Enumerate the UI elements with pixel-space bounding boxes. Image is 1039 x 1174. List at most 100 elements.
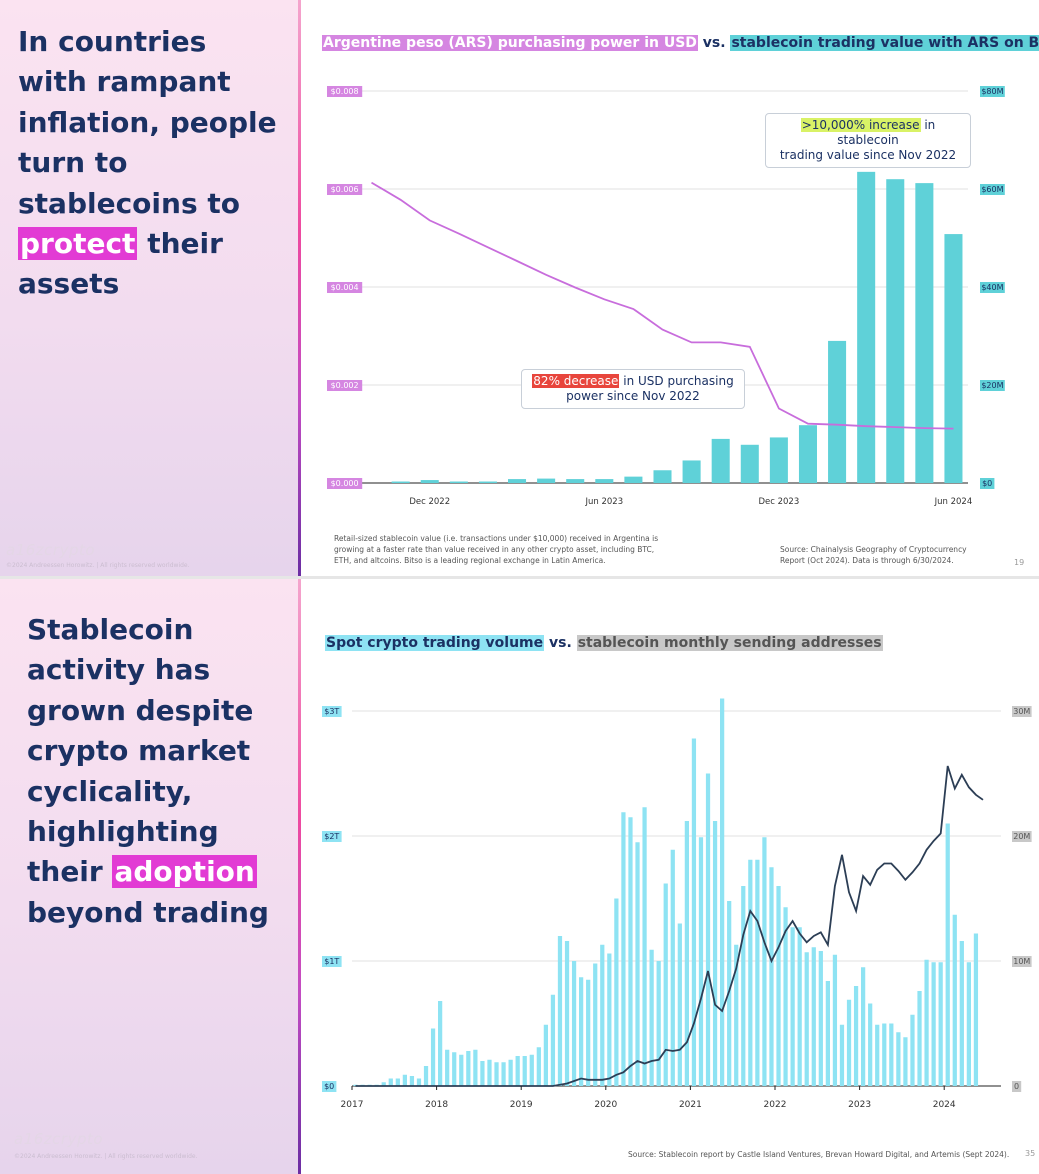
bar [832, 954, 838, 1086]
title-series-addresses: stablecoin monthly sending addresses [576, 635, 883, 651]
bar [466, 1051, 471, 1086]
y-tick-left-bg [327, 184, 363, 195]
x-tick-label: 2022 [764, 1100, 787, 1110]
callout-increase: >10,000% increase in stablecoin trading … [765, 113, 971, 168]
y-tick-right: $60M [981, 185, 1003, 194]
bar [624, 476, 643, 483]
stablecoin-addresses-line [355, 765, 984, 1087]
bar [861, 967, 866, 1086]
bar [931, 962, 936, 1086]
bar [501, 1062, 506, 1086]
y-tick-right-bg [1012, 956, 1032, 967]
bar [868, 1003, 873, 1086]
y-tick-left-bg [322, 831, 342, 842]
bar [698, 837, 704, 1086]
callout-highlight: >10,000% increase [800, 118, 921, 132]
bar [755, 859, 760, 1086]
y-tick-right-bg [1012, 1081, 1022, 1092]
y-tick-left: $0.008 [331, 87, 359, 96]
bar [480, 1061, 485, 1086]
x-tick-label: Jun 2024 [934, 497, 973, 507]
headline-line: protect their [18, 224, 277, 264]
headline: In countries with rampant inflation, peo… [18, 22, 277, 305]
bar [811, 947, 816, 1086]
y-tick-left-bg [322, 1081, 337, 1092]
bar [677, 923, 682, 1086]
bar [663, 883, 668, 1086]
bar [402, 1074, 407, 1086]
bar [762, 837, 767, 1086]
bar [682, 460, 701, 483]
bar [889, 1023, 894, 1086]
left-panel: In countries with rampant inflation, peo… [0, 0, 298, 576]
bar [473, 1049, 478, 1086]
x-tick-label: 2018 [425, 1100, 448, 1110]
bar [769, 437, 788, 483]
bar [430, 1028, 436, 1086]
y-tick-right: 10M [1013, 957, 1030, 966]
bar [828, 340, 847, 483]
bar [798, 425, 817, 483]
bar [395, 1078, 400, 1086]
bar [748, 859, 753, 1086]
bar [734, 944, 739, 1086]
bar [600, 944, 605, 1086]
x-tick-label: 2023 [848, 1100, 871, 1110]
bar [381, 1082, 386, 1086]
y-tick-right-bg [980, 184, 1005, 195]
headline-highlight: protect [18, 227, 138, 261]
bar [966, 962, 971, 1086]
bar [944, 234, 963, 483]
headline-line: Stablecoin [27, 613, 194, 646]
headline-line: stablecoins to [18, 186, 240, 220]
bar [416, 1078, 422, 1086]
bar [557, 936, 563, 1086]
bar [720, 698, 725, 1086]
bar [621, 812, 626, 1086]
x-tick-label: 2020 [594, 1100, 617, 1110]
slide-stablecoin-activity: Stablecoin activity has grown despite cr… [0, 579, 1039, 1174]
slide-divider [0, 576, 1039, 579]
y-tick-left-bg [327, 282, 363, 293]
bar [839, 1024, 845, 1086]
chart-ars-bitso: $0.000 $0 $0.002 $20M $0.004 $40M $0.006 $60M $0… [327, 86, 1005, 507]
bar [607, 953, 612, 1086]
y-tick-left: $1T [324, 957, 339, 966]
bar [478, 481, 497, 483]
page-number: 35 [1025, 1149, 1036, 1158]
y-tick-right-bg [980, 380, 1005, 391]
bar [459, 1054, 464, 1086]
headline-line: cyclicality, [27, 774, 193, 808]
bar [886, 179, 905, 483]
y-tick-left: $0.002 [331, 381, 359, 390]
x-tick-label: Dec 2022 [409, 497, 450, 507]
source-note: Source: Chainalysis Geography of Cryptoc… [780, 545, 967, 565]
y-tick-right-bg [1012, 706, 1032, 717]
headline-line: beyond trading [27, 895, 269, 929]
bar [882, 1023, 887, 1086]
bar [952, 914, 957, 1086]
x-tick-label: 2019 [510, 1100, 533, 1110]
bar [959, 941, 964, 1086]
bar [691, 738, 697, 1086]
y-tick-right-bg [980, 478, 995, 489]
headline: Stablecoin activity has grown despite cr… [27, 610, 269, 933]
y-tick-left-bg [322, 956, 342, 967]
headline-text: their [137, 227, 223, 261]
headline-line: grown despite [27, 693, 254, 727]
bar [804, 952, 809, 1086]
y-tick-right-bg [980, 282, 1005, 293]
callout-highlight: 82% decrease [532, 374, 620, 388]
accent-bar [298, 0, 301, 576]
y-tick-left-bg [327, 478, 363, 489]
bar [917, 991, 922, 1086]
bar [924, 959, 929, 1086]
y-tick-left: $0 [324, 1082, 334, 1091]
y-tick-left: $0.000 [331, 479, 359, 488]
callout-line: >10,000% increase in stablecoin [772, 118, 964, 148]
headline-line: turn to [18, 146, 128, 180]
headline-line: crypto market [27, 734, 251, 768]
bar [536, 1047, 541, 1086]
logo: a16zcrypto [14, 1130, 104, 1148]
bar [741, 886, 746, 1086]
